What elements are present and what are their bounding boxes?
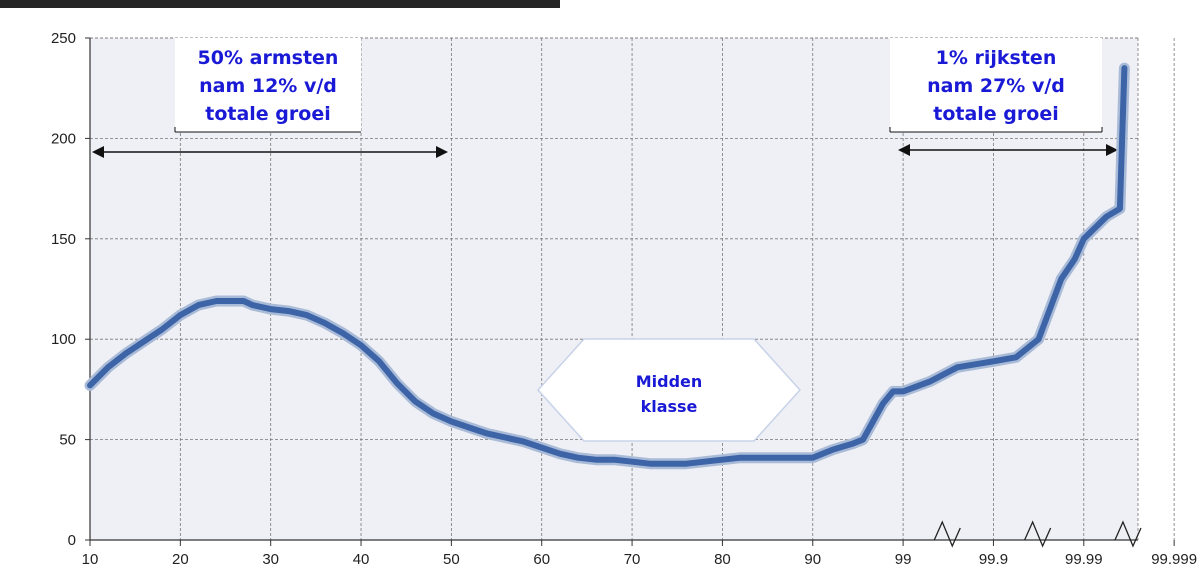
annotation-middle-line-1: Midden: [636, 372, 703, 391]
annotation-middle-class: Midden klasse: [536, 338, 802, 442]
annotation-poorest: 50% armsten nam 12% v/d totale groei: [174, 38, 361, 133]
annotation-poorest-line-3: totale groei: [205, 103, 330, 125]
y-tick-label: 200: [51, 130, 76, 147]
grid: [90, 37, 1175, 540]
x-tick-label: 10: [82, 551, 99, 568]
header-remnant: [0, 0, 560, 8]
x-tick-label: 99: [895, 551, 912, 568]
axis-break: [1114, 520, 1142, 548]
annotation-middle-line-2: klasse: [641, 397, 698, 416]
x-ticks: 10 20 30 40 50 60 70 80 90 99 99.9 99.99 99.999: [82, 540, 1197, 568]
axis-break: [1024, 520, 1052, 548]
left-range-arrow: [92, 146, 448, 158]
x-tick-label: 90: [804, 551, 821, 568]
axis-break: [933, 520, 961, 548]
annotation-poorest-line-2: nam 12% v/d: [199, 75, 337, 97]
annotation-richest-line-3: totale groei: [933, 103, 1058, 125]
x-tick-label: 99.9: [979, 551, 1008, 568]
annotation-richest-line-1: 1% rijksten: [936, 47, 1057, 69]
y-tick-label: 50: [59, 432, 76, 449]
axis-breaks: [933, 520, 1142, 548]
right-range-arrow: [898, 144, 1118, 156]
series-line: [87, 65, 1128, 467]
y-tick-label: 100: [51, 331, 76, 348]
data-points: [89, 68, 1125, 464]
x-tick-label: 60: [533, 551, 550, 568]
y-tick-label: 250: [51, 30, 76, 47]
y-tick-label: 150: [51, 231, 76, 248]
x-tick-label: 20: [172, 551, 189, 568]
y-tick-label: 0: [68, 532, 76, 549]
annotation-richest-line-2: nam 27% v/d: [927, 75, 1065, 97]
x-tick-label: 50: [443, 551, 460, 568]
x-tick-label: 80: [714, 551, 731, 568]
y-ticks: 0 50 100 150 200 250: [51, 30, 90, 549]
x-tick-label: 40: [353, 551, 370, 568]
annotation-richest: 1% rijksten nam 27% v/d totale groei: [889, 38, 1103, 133]
annotation-poorest-line-1: 50% armsten: [198, 47, 339, 69]
x-tick-label: 70: [624, 551, 641, 568]
x-tick-label: 30: [262, 551, 279, 568]
x-tick-label: 99.99: [1065, 551, 1103, 568]
x-tick-label: 99.999: [1151, 551, 1197, 568]
